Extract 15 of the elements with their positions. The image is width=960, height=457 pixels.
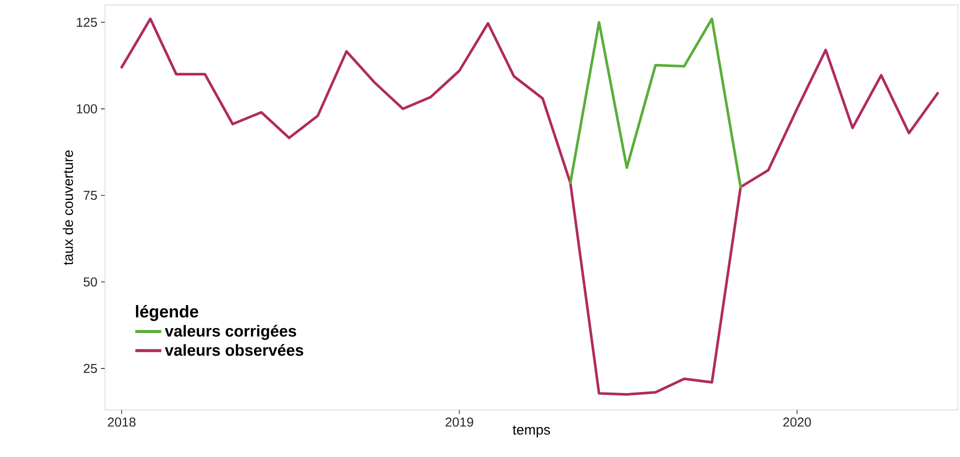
x-tick-label: 2019	[446, 418, 474, 427]
line-series	[569, 18, 742, 188]
y-tick-label: 25	[84, 364, 97, 374]
x-axis-title: temps	[512, 426, 550, 438]
y-tick-label: 50	[84, 277, 97, 286]
y-axis-title: taux de couverture	[62, 150, 74, 266]
line-series	[120, 18, 939, 396]
y-tick-label: 125	[76, 18, 97, 27]
x-tick-label: 2020	[783, 418, 811, 427]
x-tick-label: 2018	[108, 418, 136, 427]
y-tick-label: 100	[76, 104, 97, 114]
legend-label: valeurs observées	[164, 344, 304, 356]
legend-label: valeurs corrigées	[164, 324, 296, 340]
legend-title: légende	[136, 304, 198, 321]
y-tick-label: 75	[84, 190, 97, 200]
